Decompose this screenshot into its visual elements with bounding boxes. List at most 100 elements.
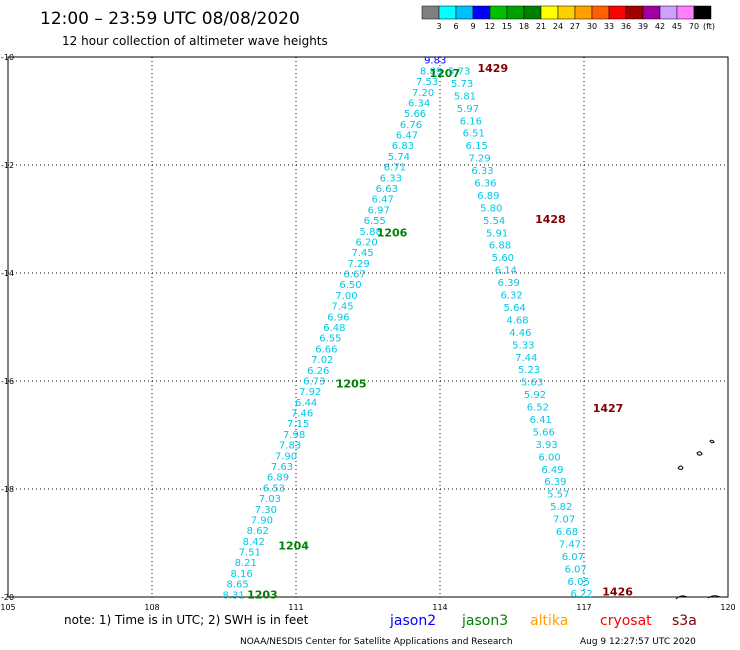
island-shape (709, 439, 715, 444)
y-tick-label: -20 (1, 593, 14, 602)
color-scale-legend: 3 6 9 12 15 18 21 24 27 30 33 36 39 42 45 70 (ft) (421, 5, 715, 31)
wave-height-value: 6.83 (392, 141, 414, 152)
wave-height-value: 5.73 (448, 67, 470, 78)
color-swatch (506, 5, 525, 20)
pass-time-label: 1204 (278, 540, 309, 553)
color-swatch (625, 5, 644, 20)
grid-lines (8, 57, 728, 597)
wave-height-value: 6.15 (466, 141, 488, 152)
wave-height-value: 6.36 (474, 179, 496, 190)
wave-height-value: 6.22 (570, 589, 592, 600)
color-swatch (642, 5, 661, 20)
footer-note: note: 1) Time is in UTC; 2) SWH is in fe… (64, 613, 309, 627)
wave-height-value: 7.53 (416, 77, 438, 88)
pass-time-label: 1205 (336, 378, 367, 391)
wave-height-value: 5.81 (454, 91, 476, 102)
wave-height-value: 5.74 (388, 152, 410, 163)
color-swatch (523, 5, 542, 20)
color-scale-label: 15 (502, 22, 512, 31)
y-tick-label: -12 (1, 161, 14, 170)
color-swatch (540, 5, 559, 20)
color-swatch (489, 5, 508, 20)
y-tick-label: -16 (1, 377, 14, 386)
color-scale-label: 70 (689, 22, 699, 31)
x-tick-label: 111 (288, 603, 303, 612)
wave-height-value: 6.53 (263, 483, 285, 494)
wave-height-value: 7.51 (239, 548, 261, 559)
wave-height-value: 7.47 (559, 539, 581, 550)
footer-credit: NOAA/NESDIS Center for Satellite Applica… (240, 637, 513, 647)
wave-height-value: 3.93 (535, 440, 557, 451)
wave-height-value: 4.46 (509, 328, 531, 339)
wave-height-value: 6.48 (323, 323, 345, 334)
satellite-legend-item: jason3 (461, 613, 508, 629)
color-scale-label: 3 (436, 22, 441, 31)
color-scale-label: 6 (453, 22, 458, 31)
wave-height-value: 6.41 (530, 415, 552, 426)
color-scale-label: 42 (655, 22, 665, 31)
wave-height-value: 5.63 (521, 378, 543, 389)
wave-height-value: 5.60 (492, 253, 514, 264)
wave-height-value: 6.66 (315, 344, 337, 355)
wave-height-value: 8.89 (420, 66, 442, 77)
color-scale-label: 18 (519, 22, 529, 31)
island-shape (677, 465, 684, 470)
wave-height-value: 6.50 (339, 280, 361, 291)
axis-ticks: 105 108 111 114 117 120 -10 -12 -14 -16 -18 -20 (0, 53, 735, 612)
pass-time-label: 1206 (377, 227, 408, 240)
wave-height-value: 6.71 (384, 163, 406, 174)
x-tick-label: 114 (432, 603, 447, 612)
wave-height-value: 6.89 (267, 473, 289, 484)
color-scale-label: 9 (470, 22, 475, 31)
wave-height-value: 6.39 (544, 477, 566, 488)
wave-height-value: 6.39 (498, 278, 520, 289)
x-tick-label: 117 (576, 603, 591, 612)
wave-height-value: 5.33 (512, 340, 534, 351)
x-tick-label: 105 (0, 603, 15, 612)
wave-height-value: 6.73 (303, 376, 325, 387)
wave-height-value: 6.33 (380, 173, 402, 184)
wave-height-value: 6.47 (372, 195, 394, 206)
wave-height-value: 6.55 (319, 334, 341, 345)
color-scale-label: 12 (485, 22, 495, 31)
color-swatch (472, 5, 491, 20)
wave-height-value: 5.23 (518, 365, 540, 376)
wave-height-value: 6.76 (400, 120, 422, 131)
wave-height-value: 5.97 (457, 104, 479, 115)
x-tick-label: 108 (144, 603, 159, 612)
color-scale-unit: (ft) (703, 22, 715, 31)
color-swatch (591, 5, 610, 20)
satellite-tracks: 8.318.658.168.217.518.428.627.907.307.03… (222, 56, 633, 602)
wave-height-value: 5.80 (480, 203, 502, 214)
wave-height-value: 7.29 (347, 259, 369, 270)
color-scale-label: 33 (604, 22, 614, 31)
wave-height-value: 7.44 (515, 353, 537, 364)
y-tick-label: -18 (1, 485, 14, 494)
color-scale-label: 36 (621, 22, 631, 31)
wave-height-value: 7.90 (275, 451, 297, 462)
wave-height-value: 7.63 (271, 462, 293, 473)
color-swatch (455, 5, 474, 20)
wave-height-value: 6.51 (463, 129, 485, 140)
wave-height-value: 6.33 (471, 166, 493, 177)
wave-height-value: 5.66 (404, 109, 426, 120)
plot-frame (7, 56, 729, 598)
color-scale-label: 27 (570, 22, 580, 31)
wave-height-value: 7.45 (351, 248, 373, 259)
wave-height-value: 7.02 (311, 355, 333, 366)
pass-time-label: 1428 (535, 213, 566, 226)
wave-height-value: 6.00 (538, 452, 560, 463)
satellite-legend-item: s3a (672, 613, 697, 629)
color-swatch (676, 5, 695, 20)
satellite-legend-item: altika (530, 613, 568, 629)
wave-height-value: 6.63 (376, 184, 398, 195)
footer-timestamp: Aug 9 12:27:57 UTC 2020 (580, 637, 696, 647)
wave-height-value: 8.31 (222, 590, 244, 601)
wave-height-value: 6.68 (556, 527, 578, 538)
island-outlines (675, 439, 721, 600)
wave-height-value: 4.68 (506, 315, 528, 326)
pass-time-label: 1426 (602, 586, 633, 599)
wave-height-value: 6.07 (562, 552, 584, 563)
wave-height-value: 5.64 (503, 303, 525, 314)
wave-height-value: 7.98 (283, 430, 305, 441)
